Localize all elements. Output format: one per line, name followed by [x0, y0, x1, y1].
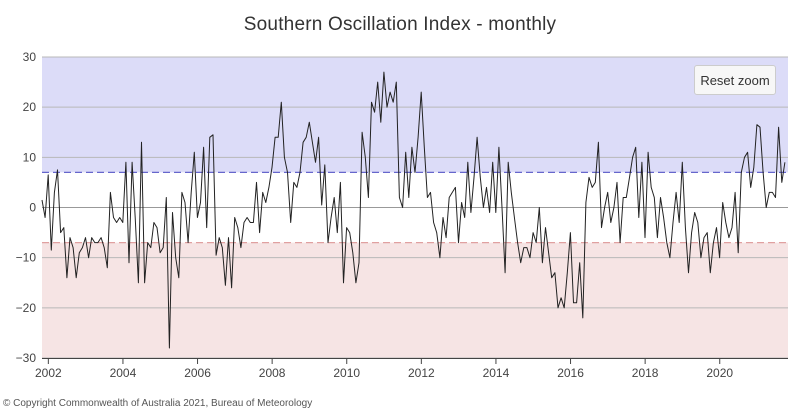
- reset-zoom-button[interactable]: Reset zoom: [694, 65, 776, 95]
- x-tick-label: 2008: [259, 366, 286, 380]
- el-nino-band: [42, 242, 788, 358]
- x-tick-label: 2002: [35, 366, 62, 380]
- x-tick-label: 2016: [557, 366, 584, 380]
- soi-line: [41, 71, 786, 349]
- x-tick-label: 2018: [632, 366, 659, 380]
- y-tick-label: −30: [16, 351, 37, 365]
- classification-bands: [42, 57, 788, 358]
- threshold-lines: [42, 171, 788, 244]
- data-series: [41, 71, 786, 349]
- y-tick-label: 0: [29, 201, 36, 215]
- chart-title: Southern Oscillation Index - monthly: [243, 14, 557, 35]
- copyright-text: © Copyright Commonwealth of Australia 20…: [3, 398, 313, 409]
- x-tick-label: 2012: [408, 366, 435, 380]
- y-tick-label: −20: [16, 301, 37, 315]
- y-tick-label: 10: [23, 150, 37, 164]
- x-tick-label: 2004: [110, 366, 137, 380]
- y-tick-label: 30: [23, 50, 37, 64]
- x-axis-ticks: 2002 2004 2006 2008 2010 2012 2014 2016 2018 2020: [35, 358, 733, 380]
- x-tick-label: 2020: [706, 366, 733, 380]
- y-tick-label: −10: [16, 251, 37, 265]
- x-tick-label: 2010: [333, 366, 360, 380]
- y-axis-ticks: 30 20 10 0 −10 −20 −30: [16, 50, 37, 365]
- x-tick-label: 2014: [483, 366, 510, 380]
- la-nina-band: [42, 57, 788, 173]
- x-tick-label: 2006: [184, 366, 211, 380]
- y-tick-label: 20: [23, 100, 37, 114]
